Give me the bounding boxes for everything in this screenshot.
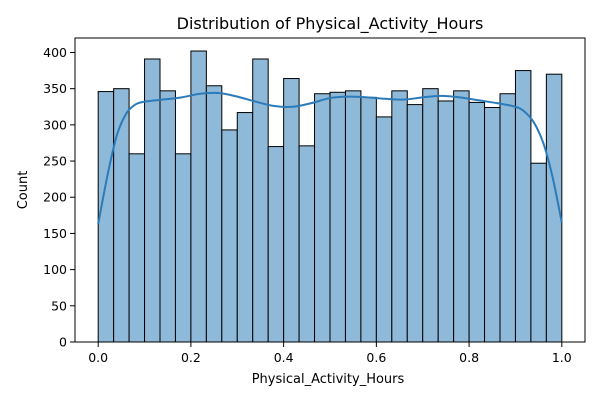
- x-axis-label: Physical_Activity_Hours: [252, 372, 405, 387]
- histogram-bar: [422, 88, 439, 343]
- y-tick-label: 250: [43, 154, 67, 169]
- histogram-bar: [453, 90, 470, 343]
- x-tick-label: 0.0: [88, 350, 108, 365]
- histogram-bar: [159, 90, 176, 343]
- histogram-bar: [499, 93, 516, 343]
- histogram-bar: [391, 90, 408, 343]
- ticks-group: 0.0 0.2 0.4 0.6 0.8 1.0 0 50 100 150 200 250 300 350 4…: [43, 45, 572, 365]
- axes-group: [74, 37, 586, 343]
- y-tick-label: 200: [43, 190, 67, 205]
- y-tick-label: 50: [51, 298, 67, 313]
- histogram-bar: [375, 116, 393, 343]
- y-tick-label: 0: [59, 335, 67, 350]
- histogram-bar: [236, 112, 254, 343]
- chart-title: Distribution of Physical_Activity_Hours: [177, 14, 484, 34]
- kde-line: [97, 91, 563, 225]
- x-tick-label: 0.4: [274, 350, 294, 365]
- histogram-bar: [360, 96, 377, 343]
- y-tick-label: 150: [43, 226, 67, 241]
- kde-group: [97, 91, 563, 225]
- histogram-bar: [267, 146, 285, 343]
- histogram-bar: [406, 104, 424, 343]
- histogram-bar: [329, 91, 346, 343]
- x-tick-label: 0.8: [459, 350, 479, 365]
- histogram-bar: [484, 106, 501, 343]
- y-axis-label: Count: [16, 171, 31, 210]
- histogram-bar: [437, 100, 455, 343]
- histogram-bar: [174, 153, 192, 343]
- y-tick-label: 100: [43, 262, 67, 277]
- histogram-bar: [205, 85, 223, 343]
- histogram-bar: [128, 153, 146, 343]
- histogram-bar: [344, 90, 362, 343]
- histogram-bar: [468, 101, 486, 343]
- histogram-bar: [113, 88, 130, 343]
- plot-frame: [74, 37, 586, 343]
- x-tick-label: 0.6: [366, 350, 386, 365]
- histogram-bar: [530, 162, 547, 343]
- histogram-bar: [283, 78, 300, 343]
- bars-group: [97, 50, 563, 343]
- histogram-bar: [221, 129, 238, 343]
- y-tick-label: 300: [43, 117, 67, 132]
- x-tick-label: 0.2: [181, 350, 201, 365]
- x-tick-label: 1.0: [552, 350, 572, 365]
- y-tick-label: 350: [43, 81, 67, 96]
- y-tick-label: 400: [43, 45, 67, 60]
- histogram-bar: [314, 93, 331, 343]
- histogram-bar: [298, 145, 316, 343]
